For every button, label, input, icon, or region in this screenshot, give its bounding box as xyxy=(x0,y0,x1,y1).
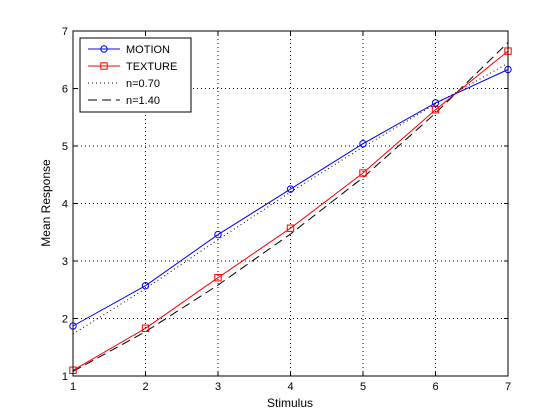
x-tick-label: 3 xyxy=(215,381,221,393)
legend: MOTION TEXTURE n=0.70 n=1.40 xyxy=(79,37,192,113)
x-tick-label: 4 xyxy=(287,381,293,393)
y-tick-label: 3 xyxy=(62,256,68,268)
legend-label: MOTION xyxy=(126,44,170,56)
data-point-circle xyxy=(359,140,367,148)
data-point-square xyxy=(141,324,150,332)
y-tick-label: 6 xyxy=(62,84,68,96)
data-point-circle xyxy=(431,99,440,107)
axis-ticks: 1 2 3 4 5 6 7 1 2 3 4 5 6 7 xyxy=(62,26,511,393)
y-tick-label: 7 xyxy=(62,26,68,38)
y-tick-label: 4 xyxy=(62,199,68,211)
data-point-square xyxy=(214,273,222,282)
data-point-circle xyxy=(141,282,150,290)
data-point-square xyxy=(359,169,367,177)
series-line-texture xyxy=(72,50,509,371)
x-axis-label: Stimulus xyxy=(267,396,313,410)
legend-marker xyxy=(100,45,108,53)
y-tick-label: 1 xyxy=(62,371,68,383)
x-tick-label: 6 xyxy=(432,381,438,393)
data-point-square xyxy=(286,224,295,232)
legend-label: n=1.40 xyxy=(126,95,160,107)
y-tick-label: 2 xyxy=(62,314,68,326)
legend-label: TEXTURE xyxy=(126,61,177,73)
x-tick-label: 2 xyxy=(142,381,148,393)
data-point-circle xyxy=(214,230,222,239)
legend-marker xyxy=(100,62,108,70)
data-point-circle xyxy=(286,185,295,193)
legend-label: n=0.70 xyxy=(126,78,160,90)
x-tick-label: 7 xyxy=(505,381,511,393)
legend-box xyxy=(79,37,192,113)
series-layer xyxy=(69,42,512,374)
series-line-motion xyxy=(72,69,509,327)
series-line-n-1-40 xyxy=(72,42,509,372)
x-tick-label: 1 xyxy=(70,381,76,393)
x-tick-label: 5 xyxy=(360,381,366,393)
y-tick-label: 5 xyxy=(62,141,68,153)
y-axis-label: Mean Response xyxy=(39,159,53,247)
